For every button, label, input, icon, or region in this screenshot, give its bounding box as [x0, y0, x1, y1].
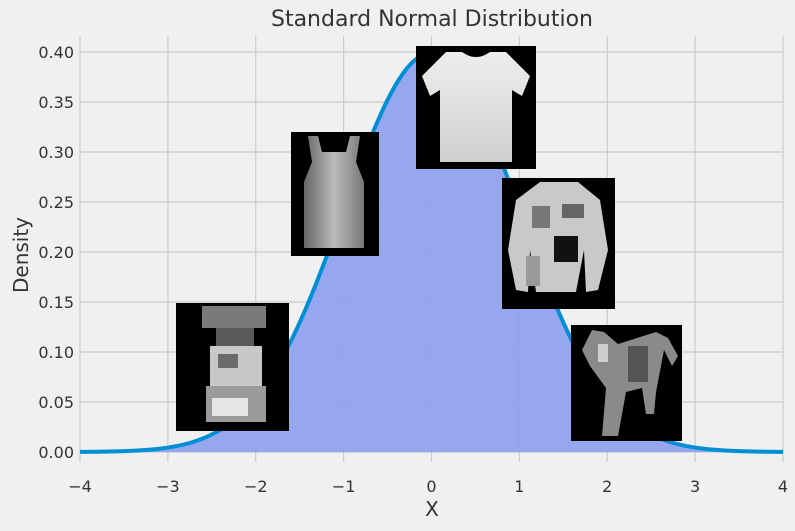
- x-tick-labels: −4 −3 −2 −1 0 1 2 3 4: [68, 477, 788, 496]
- x-tick-label: −4: [68, 477, 92, 496]
- x-tick-label: 2: [602, 477, 612, 496]
- density-area: [80, 53, 783, 453]
- y-tick-label: 0.05: [38, 393, 74, 412]
- shirt-thumbnail: [502, 178, 615, 309]
- x-tick-label: 4: [778, 477, 788, 496]
- y-tick-label: 0.35: [38, 93, 74, 112]
- x-tick-label: 3: [690, 477, 700, 496]
- y-tick-label: 0.10: [38, 343, 74, 362]
- y-tick-label: 0.40: [38, 43, 74, 62]
- y-tick-label: 0.25: [38, 193, 74, 212]
- y-tick-label: 0.20: [38, 243, 74, 262]
- y-axis-label: Density: [9, 217, 33, 293]
- x-tick-label: 1: [514, 477, 524, 496]
- y-tick-label: 0.30: [38, 143, 74, 162]
- sandal-thumbnail: [176, 303, 289, 431]
- y-tick-label: 0.00: [38, 443, 74, 462]
- top-thumbnail: [291, 132, 379, 256]
- x-tick-label: −2: [244, 477, 268, 496]
- chart-title: Standard Normal Distribution: [271, 7, 593, 32]
- x-tick-label: 0: [426, 477, 436, 496]
- x-tick-label: −3: [156, 477, 180, 496]
- y-tick-label: 0.15: [38, 293, 74, 312]
- x-tick-label: −1: [332, 477, 356, 496]
- tshirt-thumbnail: [416, 46, 536, 169]
- x-axis-label: X: [425, 497, 439, 521]
- coat-thumbnail: [571, 325, 682, 441]
- y-tick-labels: 0.00 0.05 0.10 0.15 0.20 0.25 0.30 0.35 0.40: [38, 43, 74, 462]
